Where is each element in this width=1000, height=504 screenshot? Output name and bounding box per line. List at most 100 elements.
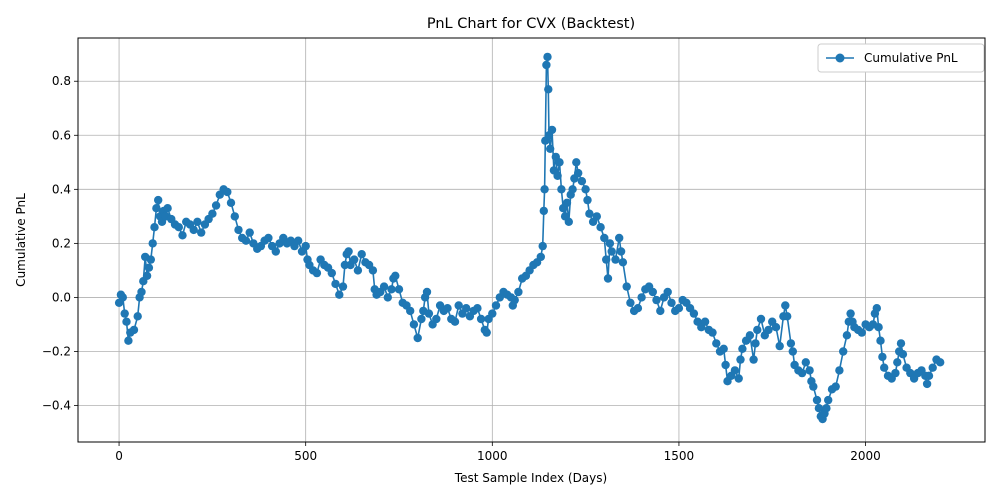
data-point: [788, 347, 797, 356]
data-point: [193, 217, 202, 226]
data-point: [585, 209, 594, 218]
y-tick-label: 0.2: [52, 236, 71, 250]
legend-marker-swatch: [835, 53, 845, 63]
data-point: [592, 212, 601, 221]
data-point: [730, 366, 740, 375]
data-point: [543, 52, 552, 62]
data-point: [751, 339, 760, 348]
data-point: [616, 247, 626, 256]
data-point: [391, 271, 400, 280]
data-point: [406, 306, 415, 316]
data-point: [245, 228, 254, 237]
x-tick-label: 1500: [664, 449, 695, 463]
legend-label: Cumulative PnL: [864, 51, 958, 65]
data-point: [736, 355, 745, 364]
y-tick-label: 0.0: [52, 290, 71, 304]
data-point: [312, 268, 322, 278]
data-point: [394, 285, 404, 294]
data-point: [234, 225, 243, 235]
data-point: [178, 231, 187, 240]
data-point: [241, 236, 251, 245]
data-point: [122, 317, 131, 326]
data-point: [622, 282, 631, 291]
data-point: [878, 352, 887, 362]
data-point: [230, 212, 239, 221]
data-point: [922, 379, 932, 389]
data-point: [842, 331, 852, 340]
y-tick-label: −0.2: [42, 344, 71, 358]
data-point: [809, 382, 818, 391]
data-point: [745, 331, 755, 340]
data-point: [814, 404, 824, 413]
data-point: [568, 185, 577, 194]
data-point: [368, 266, 378, 275]
data-point: [544, 85, 553, 94]
data-point: [928, 363, 937, 372]
data-point: [294, 236, 303, 245]
y-tick-label: 0.6: [52, 128, 71, 142]
data-point: [603, 274, 613, 283]
data-point: [150, 223, 159, 232]
y-tick-label: −0.4: [42, 399, 71, 413]
data-point: [719, 344, 728, 353]
data-point: [786, 339, 796, 348]
data-point: [574, 168, 583, 178]
data-point: [689, 309, 699, 318]
data-point: [538, 241, 547, 251]
data-point: [667, 298, 676, 307]
data-point: [824, 395, 833, 405]
x-tick-label: 1000: [477, 449, 508, 463]
data-point: [835, 366, 844, 375]
data-point: [211, 201, 221, 210]
data-point: [734, 374, 743, 383]
data-point: [331, 279, 340, 289]
chart-title: PnL Chart for CVX (Backtest): [427, 16, 635, 32]
data-point: [648, 287, 657, 297]
legend-box: [817, 43, 985, 73]
data-point: [577, 177, 587, 186]
data-point: [555, 158, 564, 167]
data-point: [137, 287, 146, 297]
data-point: [753, 325, 762, 335]
data-point: [822, 404, 831, 413]
data-point: [771, 323, 781, 332]
data-point: [409, 320, 419, 329]
data-point: [547, 125, 557, 135]
data-point: [880, 363, 889, 372]
legend: Cumulative PnL: [817, 43, 985, 73]
data-point: [712, 339, 721, 348]
y-tick-label: 0.8: [52, 74, 71, 88]
data-point: [557, 185, 566, 194]
data-point: [805, 366, 814, 375]
data-point: [831, 382, 840, 391]
data-point: [208, 209, 217, 218]
data-point: [454, 301, 463, 310]
data-point: [857, 328, 866, 337]
data-point: [476, 314, 486, 324]
data-point: [542, 60, 551, 70]
data-point: [271, 247, 280, 256]
data-point: [749, 355, 758, 364]
data-point: [129, 325, 139, 335]
data-point: [546, 144, 555, 153]
data-point: [540, 185, 549, 194]
data-point: [611, 255, 620, 264]
data-point: [839, 347, 848, 356]
x-tick-label: 0: [115, 449, 123, 463]
data-point: [163, 204, 172, 213]
data-point: [896, 339, 906, 348]
series-layer: [114, 52, 945, 424]
data-point: [846, 309, 855, 318]
data-point: [443, 304, 452, 313]
data-point: [700, 317, 710, 326]
data-point: [264, 233, 273, 243]
data-point: [626, 298, 635, 307]
data-point: [756, 314, 766, 324]
data-point: [781, 301, 790, 310]
data-point: [350, 255, 359, 264]
data-point: [898, 350, 908, 359]
data-point: [491, 301, 501, 310]
data-point: [118, 293, 128, 302]
data-point: [148, 239, 157, 248]
